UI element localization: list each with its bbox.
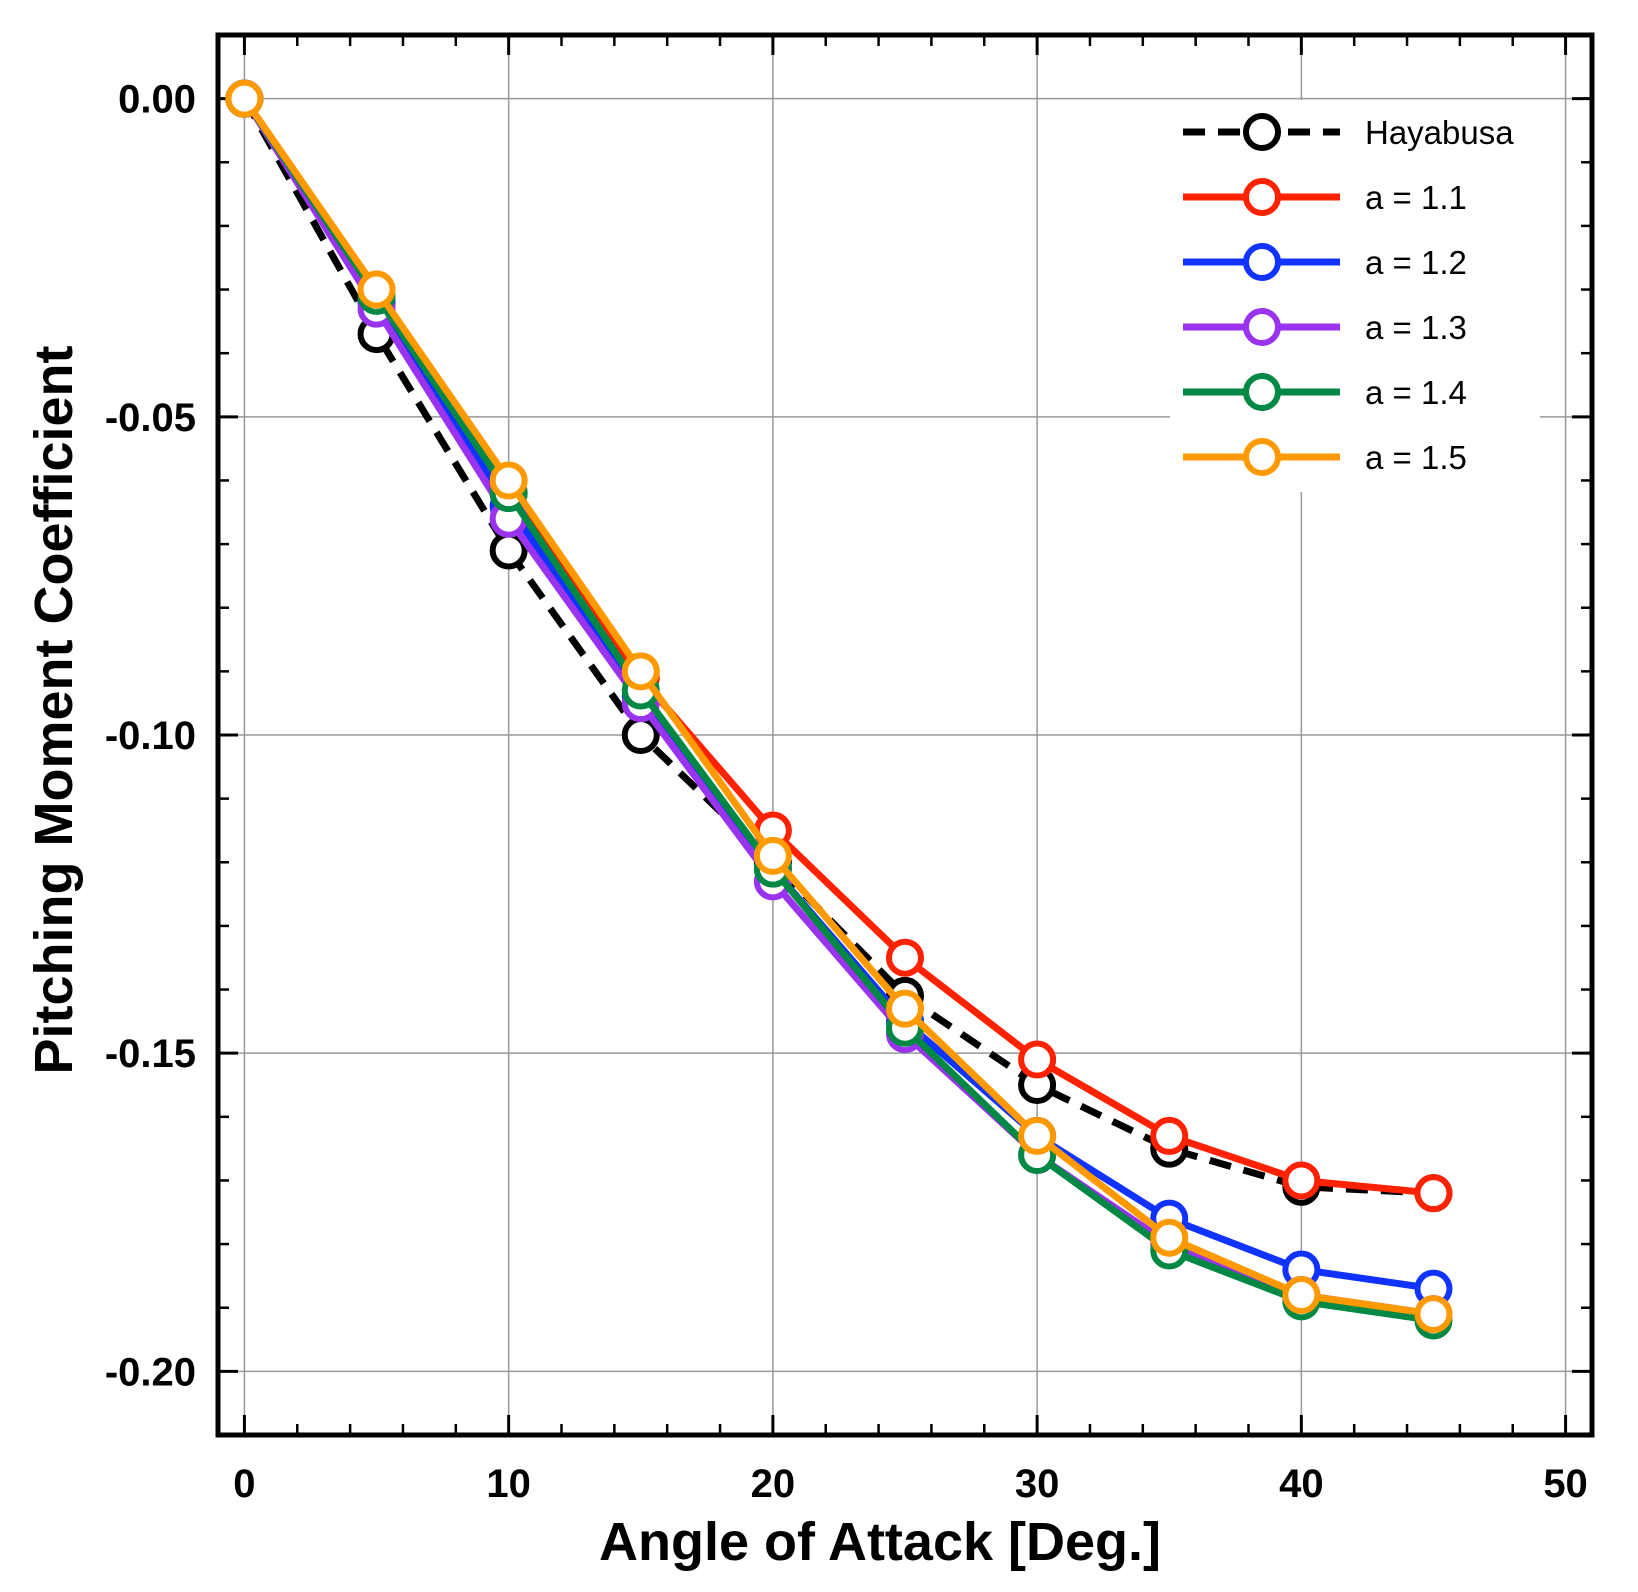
x-tick-label: 40 — [1279, 1462, 1324, 1506]
data-point — [1018, 1116, 1057, 1155]
legend-marker — [1243, 113, 1281, 151]
legend-label: a = 1.1 — [1365, 179, 1467, 216]
y-tick-label: -0.15 — [105, 1032, 196, 1076]
legend-box — [1170, 100, 1540, 492]
data-point — [1414, 1295, 1453, 1334]
data-point — [1150, 1218, 1189, 1257]
data-point — [753, 836, 792, 875]
tick-labels: 0 10 20 30 40 50 0.00 -0.05 -0.10 -0.15 -0.20 — [105, 78, 1588, 1506]
x-tick-label: 20 — [751, 1462, 796, 1506]
legend-label: Hayabusa — [1365, 114, 1514, 151]
data-point — [225, 79, 264, 118]
data-point — [489, 461, 528, 500]
data-point — [1282, 1161, 1321, 1200]
legend-label: a = 1.3 — [1365, 309, 1467, 346]
series-line — [241, 96, 1434, 1324]
x-tick-label: 10 — [486, 1462, 531, 1506]
legend-label: a = 1.5 — [1365, 439, 1467, 476]
y-tick-label: -0.20 — [105, 1350, 196, 1394]
data-point — [1282, 1276, 1321, 1314]
data-series — [225, 79, 1453, 1340]
data-point — [1018, 1040, 1057, 1079]
data-point — [886, 938, 924, 977]
data-point — [1414, 1174, 1453, 1213]
series-line — [241, 96, 1434, 1318]
y-tick-label: -0.05 — [105, 396, 196, 440]
legend-marker — [1243, 438, 1281, 476]
data-point — [357, 270, 396, 309]
x-tick-label: 50 — [1543, 1462, 1588, 1506]
x-tick-label: 0 — [233, 1462, 255, 1506]
y-axis-title: Pitching Moment Coefficient — [24, 345, 84, 1074]
data-point — [621, 652, 660, 691]
legend-label: a = 1.2 — [1365, 244, 1467, 281]
grid-lines — [218, 35, 1592, 1435]
legend-marker — [1243, 308, 1281, 346]
plot-frame — [215, 32, 1595, 1438]
y-tick-label: 0.00 — [118, 78, 196, 122]
x-tick-label: 30 — [1015, 1462, 1060, 1506]
legend: Hayabusa a = 1.1 a = 1.2 a = 1.3 a = 1.4 a = … — [1170, 100, 1540, 492]
data-point — [1150, 1116, 1189, 1155]
legend-label: a = 1.4 — [1365, 374, 1467, 411]
y-tick-label: -0.10 — [105, 714, 196, 758]
legend-marker — [1243, 373, 1281, 411]
x-axis-title: Angle of Attack [Deg.] — [599, 1512, 1161, 1572]
legend-marker — [1243, 178, 1281, 216]
data-point — [886, 989, 924, 1028]
legend-marker — [1243, 243, 1281, 281]
